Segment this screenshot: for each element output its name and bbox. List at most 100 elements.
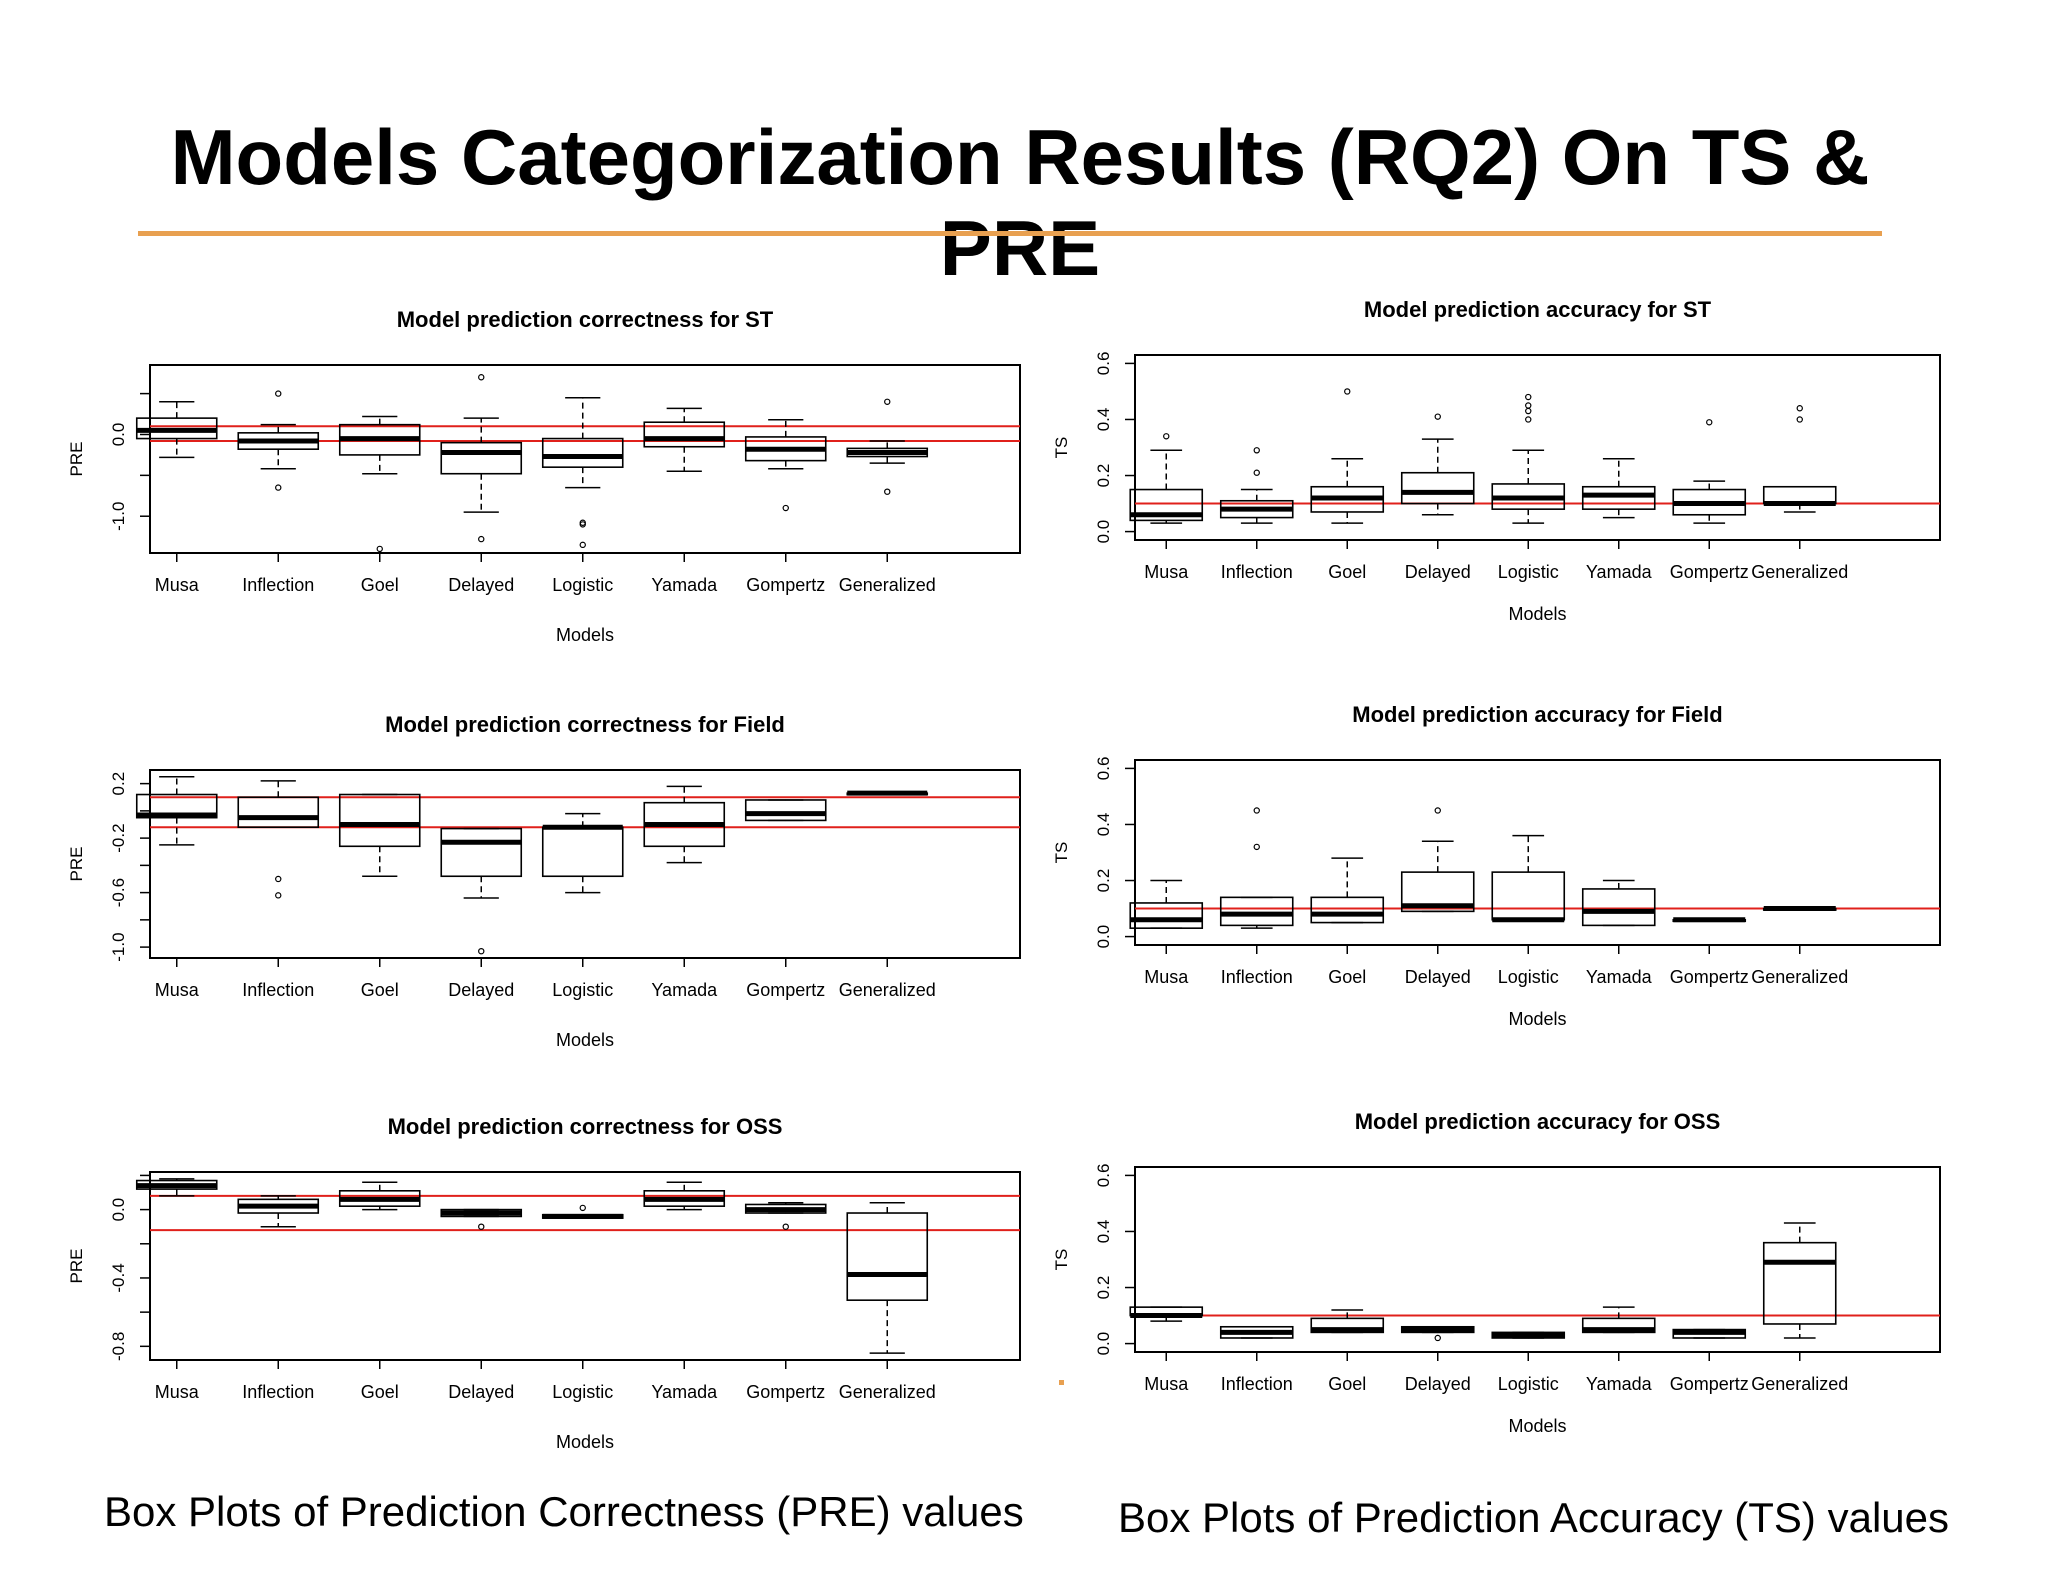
plot-frame	[1134, 759, 1941, 946]
box	[1129, 488, 1204, 522]
box	[1581, 485, 1656, 510]
y-tick-label: 0.6	[1094, 1164, 1113, 1188]
outlier-point	[1525, 402, 1532, 409]
box	[440, 441, 523, 475]
chart-pre-oss: Model prediction correctness for OSS -0.8…	[67, 1114, 1021, 1452]
x-tick-label: Generalized	[839, 575, 936, 595]
y-tick-label: 0.0	[1094, 1332, 1113, 1356]
x-tick-label: Goel	[1328, 967, 1366, 987]
outlier-point	[275, 484, 282, 491]
x-axis-label: Models	[556, 1432, 614, 1452]
chart-title: Model prediction accuracy for OSS	[1355, 1109, 1721, 1134]
outlier-point	[478, 1223, 485, 1230]
box	[1491, 871, 1566, 921]
chart-pre-st: Model prediction correctness for ST -1.0 0…	[67, 307, 1021, 645]
y-tick-label: 0.0	[1094, 520, 1113, 544]
outlier-point	[1434, 1334, 1441, 1342]
outlier-point	[478, 947, 485, 955]
y-tick-label: 0.4	[1094, 813, 1113, 837]
x-axis-label: Models	[1508, 1416, 1566, 1436]
title-divider	[138, 231, 1882, 236]
y-tick-label: 0.0	[109, 1198, 128, 1222]
plot-frame	[149, 769, 1021, 959]
outlier-point	[478, 374, 485, 381]
box	[1310, 896, 1385, 924]
y-tick-label: 0.0	[1094, 925, 1113, 949]
box	[541, 437, 624, 468]
chart-title: Model prediction correctness for Field	[385, 712, 785, 737]
x-axis-label: Models	[556, 625, 614, 645]
x-tick-label: Inflection	[1221, 1374, 1293, 1394]
x-tick-label: Inflection	[242, 575, 314, 595]
x-tick-label: Inflection	[242, 1382, 314, 1402]
x-tick-label: Goel	[1328, 562, 1366, 582]
x-tick-label: Logistic	[1498, 1374, 1559, 1394]
chart-title: Model prediction accuracy for Field	[1352, 702, 1722, 727]
y-tick-label: -1.0	[109, 932, 128, 961]
x-tick-label: Generalized	[839, 1382, 936, 1402]
chart-pre-field: Model prediction correctness for Field -1…	[67, 712, 1021, 1050]
outlier-point	[1253, 807, 1260, 814]
x-tick-label: Goel	[1328, 1374, 1366, 1394]
outlier-point	[579, 521, 586, 528]
x-tick-label: Gompertz	[1670, 1374, 1749, 1394]
x-tick-label: Gompertz	[746, 1382, 825, 1402]
x-tick-label: Delayed	[1405, 562, 1471, 582]
x-tick-label: Inflection	[1221, 562, 1293, 582]
y-tick-label: 0.2	[1094, 869, 1113, 893]
x-tick-label: Goel	[361, 575, 399, 595]
box	[1129, 902, 1204, 929]
x-tick-label: Logistic	[1498, 562, 1559, 582]
outlier-point	[1525, 407, 1532, 415]
y-tick-label: 0.6	[1094, 757, 1113, 781]
chart-ts-oss: Model prediction accuracy for OSS 0.0 0.2 0…	[1052, 1109, 1941, 1436]
y-tick-label: 0.4	[1094, 1220, 1113, 1244]
x-tick-label: Musa	[155, 575, 200, 595]
x-tick-label: Musa	[1144, 562, 1189, 582]
x-tick-label: Logistic	[552, 980, 613, 1000]
box	[1310, 1317, 1385, 1334]
box	[1400, 471, 1475, 505]
y-tick-label: -0.2	[109, 823, 128, 852]
x-tick-label: Gompertz	[1670, 967, 1749, 987]
outlier-point	[1344, 388, 1351, 395]
chart-ts-st: Model prediction accuracy for ST 0.0 0.2 0.…	[1052, 297, 1941, 624]
outlier-point	[275, 892, 282, 899]
y-axis-label: TS	[1052, 1249, 1071, 1271]
x-tick-label: Yamada	[651, 1382, 718, 1402]
chart-ts-field: Model prediction accuracy for Field 0.0 0.…	[1052, 702, 1941, 1029]
outlier-point	[579, 541, 586, 549]
x-tick-label: Musa	[1144, 1374, 1189, 1394]
x-tick-label: Delayed	[448, 1382, 514, 1402]
caption-pre: Box Plots of Prediction Correctness (PRE…	[104, 1488, 1024, 1535]
box	[1400, 871, 1475, 913]
x-tick-label: Delayed	[448, 980, 514, 1000]
outlier-point	[275, 875, 282, 883]
x-tick-label: Generalized	[1751, 1374, 1848, 1394]
outlier-point	[1525, 416, 1532, 423]
outlier-point	[376, 545, 383, 553]
outlier-point	[275, 390, 282, 397]
box	[440, 827, 523, 878]
y-tick-label: -0.8	[109, 1332, 128, 1361]
outlier-point	[884, 398, 891, 405]
x-tick-label: Inflection	[1221, 967, 1293, 987]
x-tick-label: Musa	[1144, 967, 1189, 987]
x-tick-label: Generalized	[839, 980, 936, 1000]
caption-ts: Box Plots of Prediction Accuracy (TS) va…	[1118, 1494, 1949, 1541]
x-tick-label: Gompertz	[1670, 562, 1749, 582]
box	[1762, 1241, 1837, 1325]
outlier-point	[579, 1204, 586, 1212]
plot-frame	[149, 364, 1021, 554]
box	[1581, 888, 1656, 927]
y-tick-label: -0.6	[109, 878, 128, 907]
x-tick-label: Musa	[155, 980, 200, 1000]
outlier-point	[782, 1223, 789, 1230]
x-tick-label: Delayed	[1405, 1374, 1471, 1394]
x-tick-label: Logistic	[552, 575, 613, 595]
y-axis-label: TS	[1052, 437, 1071, 459]
y-tick-label: 0.0	[109, 423, 128, 447]
chart-title: Model prediction accuracy for ST	[1364, 297, 1712, 322]
outlier-point	[1163, 433, 1170, 440]
x-axis-label: Models	[1508, 1009, 1566, 1029]
